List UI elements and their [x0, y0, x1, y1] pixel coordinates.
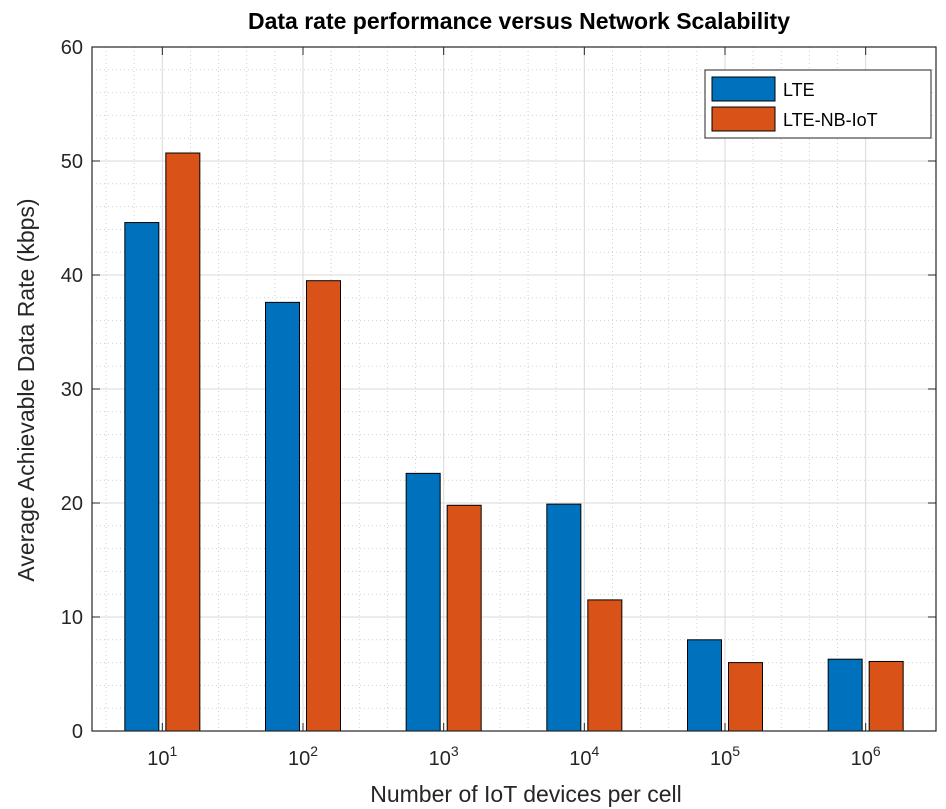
bar-lte: [405, 472, 441, 732]
bar-lte: [546, 503, 582, 732]
bar-lte-nb-iot: [165, 152, 201, 732]
x-tick-label: 103: [429, 743, 459, 770]
legend-swatch: [711, 106, 776, 132]
bar-lte: [827, 658, 863, 732]
legend-swatch: [711, 76, 776, 102]
bar-lte-nb-iot: [868, 660, 904, 732]
bar-lte-nb-iot: [728, 662, 763, 732]
legend: LTE LTE-NB-IoT: [704, 69, 932, 139]
bar-lte-nb-iot: [306, 280, 341, 732]
bar-lte: [124, 222, 160, 732]
legend-label: LTE-NB-IoT: [783, 110, 878, 130]
plot-area: 0 10 20 30 40 50 60 101 102 103 104 105 106: [61, 37, 937, 770]
y-tick-label: 10: [61, 607, 83, 629]
y-tick-label: 0: [72, 721, 83, 743]
y-tick-label: 40: [61, 265, 83, 287]
bar-lte-nb-iot: [446, 504, 482, 732]
y-axis-label: Average Achievable Data Rate (kbps): [13, 198, 39, 581]
y-tick-label: 60: [61, 37, 83, 59]
y-tick-label: 20: [61, 493, 83, 515]
x-tick-label: 102: [288, 743, 318, 770]
x-tick-label: 101: [147, 743, 177, 770]
bar-lte: [265, 301, 300, 732]
x-axis-label: Number of IoT devices per cell: [370, 781, 682, 807]
y-tick-label: 30: [61, 379, 83, 401]
x-tick-label: 105: [710, 743, 740, 770]
bar-lte-nb-iot: [587, 599, 623, 732]
bar-lte: [687, 639, 722, 732]
chart-title: Data rate performance versus Network Sca…: [248, 8, 790, 34]
x-tick-label: 104: [569, 743, 599, 770]
y-tick-label: 50: [61, 151, 83, 173]
legend-label: LTE: [783, 80, 815, 100]
x-tick-label: 106: [851, 743, 881, 770]
